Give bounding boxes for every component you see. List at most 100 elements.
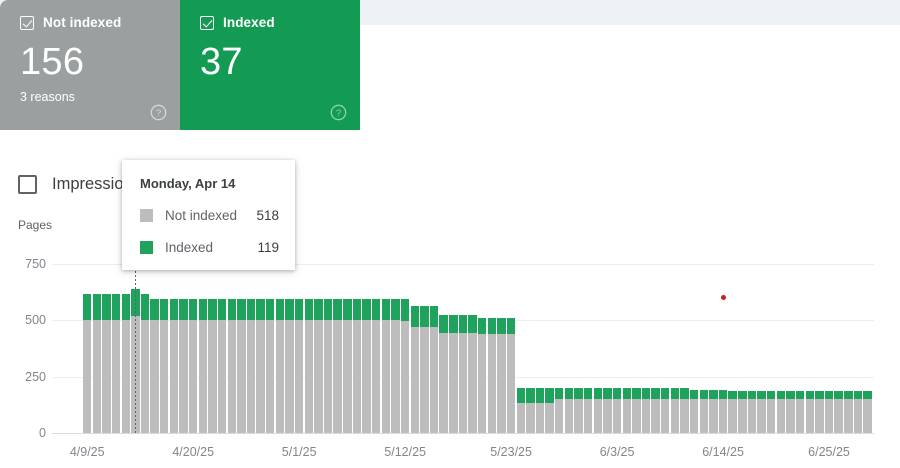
bar-segment-not-indexed[interactable]: [458, 332, 468, 433]
checkbox-checked-icon[interactable]: [20, 16, 34, 30]
bar-segment-not-indexed[interactable]: [526, 403, 535, 433]
bar-segment-not-indexed[interactable]: [815, 399, 824, 433]
bar-segment-indexed[interactable]: [767, 391, 776, 400]
bar-segment-indexed[interactable]: [718, 389, 728, 400]
bar-segment-not-indexed[interactable]: [439, 332, 448, 433]
bar-segment-not-indexed[interactable]: [246, 319, 256, 433]
bar-segment-indexed[interactable]: [92, 294, 102, 320]
bar-segment-not-indexed[interactable]: [188, 319, 198, 433]
bar-segment-indexed[interactable]: [179, 298, 188, 320]
bar-segment-not-indexed[interactable]: [314, 319, 323, 433]
bar-segment-not-indexed[interactable]: [612, 399, 622, 433]
bar-segment-not-indexed[interactable]: [757, 399, 766, 433]
bar-segment-not-indexed[interactable]: [767, 399, 776, 433]
bar-segment-not-indexed[interactable]: [728, 399, 737, 433]
bar-segment-indexed[interactable]: [824, 391, 834, 400]
bar-segment-indexed[interactable]: [564, 387, 574, 400]
bar-segment-indexed[interactable]: [555, 387, 564, 400]
bar-segment-indexed[interactable]: [372, 298, 381, 320]
bar-segment-not-indexed[interactable]: [131, 316, 140, 433]
bar-segment-indexed[interactable]: [757, 391, 766, 400]
bar-segment-indexed[interactable]: [333, 298, 342, 320]
bar-segment-indexed[interactable]: [227, 298, 236, 320]
bar-segment-not-indexed[interactable]: [323, 319, 333, 433]
bar-segment-not-indexed[interactable]: [217, 319, 227, 433]
bar-segment-not-indexed[interactable]: [333, 319, 342, 433]
bar-segment-not-indexed[interactable]: [111, 319, 121, 433]
bar-segment-not-indexed[interactable]: [304, 319, 313, 433]
bar-segment-not-indexed[interactable]: [622, 399, 631, 433]
bar-segment-not-indexed[interactable]: [824, 399, 834, 433]
bar-segment-not-indexed[interactable]: [169, 319, 179, 433]
bar-segment-indexed[interactable]: [661, 387, 670, 400]
bar-segment-indexed[interactable]: [352, 298, 362, 320]
bar-segment-not-indexed[interactable]: [420, 327, 429, 433]
bar-segment-not-indexed[interactable]: [805, 399, 814, 433]
bar-segment-indexed[interactable]: [439, 315, 448, 333]
bar-segment-not-indexed[interactable]: [478, 333, 487, 433]
bar-segment-not-indexed[interactable]: [844, 399, 853, 433]
bar-segment-indexed[interactable]: [651, 387, 660, 400]
bar-segment-not-indexed[interactable]: [574, 399, 583, 433]
bar-segment-indexed[interactable]: [217, 298, 227, 320]
bar-segment-indexed[interactable]: [680, 387, 689, 400]
bar-segment-indexed[interactable]: [140, 294, 150, 320]
bar-segment-not-indexed[interactable]: [689, 399, 699, 433]
bar-segment-not-indexed[interactable]: [208, 319, 217, 433]
bar-segment-indexed[interactable]: [458, 315, 468, 333]
bar-segment-not-indexed[interactable]: [564, 399, 574, 433]
bar-segment-not-indexed[interactable]: [853, 399, 863, 433]
bar-segment-indexed[interactable]: [391, 298, 400, 320]
bar-segment-indexed[interactable]: [738, 391, 747, 400]
tile-indexed[interactable]: Indexed 37 ?: [180, 0, 360, 130]
bar-segment-not-indexed[interactable]: [709, 399, 718, 433]
bar-segment-indexed[interactable]: [256, 298, 265, 320]
checkbox-checked-icon[interactable]: [200, 16, 214, 30]
bar-segment-indexed[interactable]: [603, 387, 612, 400]
bar-segment-not-indexed[interactable]: [506, 333, 516, 433]
bar-segment-indexed[interactable]: [699, 389, 708, 400]
bar-segment-not-indexed[interactable]: [776, 399, 786, 433]
bar-segment-indexed[interactable]: [294, 298, 304, 320]
bar-segment-not-indexed[interactable]: [661, 399, 670, 433]
bar-segment-indexed[interactable]: [709, 389, 718, 400]
bar-segment-not-indexed[interactable]: [362, 319, 371, 433]
tile-not-indexed[interactable]: Not indexed 156 3 reasons ?: [0, 0, 180, 130]
bar-segment-not-indexed[interactable]: [632, 399, 641, 433]
bar-segment-not-indexed[interactable]: [795, 399, 805, 433]
bar-segment-not-indexed[interactable]: [121, 319, 130, 433]
bar-segment-not-indexed[interactable]: [487, 333, 497, 433]
bar-segment-indexed[interactable]: [583, 387, 593, 400]
help-circle-icon[interactable]: ?: [150, 104, 167, 121]
checkbox-unchecked-icon[interactable]: [18, 174, 37, 194]
bar-segment-indexed[interactable]: [593, 387, 603, 400]
bar-segment-not-indexed[interactable]: [294, 319, 304, 433]
bar-segment-not-indexed[interactable]: [718, 399, 728, 433]
bar-segment-indexed[interactable]: [844, 391, 853, 400]
bar-segment-indexed[interactable]: [343, 298, 352, 320]
bar-segment-indexed[interactable]: [208, 298, 217, 320]
bar-segment-not-indexed[interactable]: [102, 319, 111, 433]
bar-segment-indexed[interactable]: [121, 294, 130, 320]
bar-segment-not-indexed[interactable]: [583, 399, 593, 433]
bar-segment-not-indexed[interactable]: [352, 319, 362, 433]
bar-segment-indexed[interactable]: [246, 298, 256, 320]
bar-segment-indexed[interactable]: [381, 298, 391, 320]
bar-segment-indexed[interactable]: [506, 317, 516, 334]
bar-segment-not-indexed[interactable]: [449, 332, 458, 433]
bar-segment-indexed[interactable]: [641, 387, 651, 400]
bar-segment-indexed[interactable]: [622, 387, 631, 400]
bar-segment-indexed[interactable]: [487, 317, 497, 334]
bar-segment-not-indexed[interactable]: [535, 403, 545, 433]
bar-segment-not-indexed[interactable]: [555, 399, 564, 433]
bar-segment-not-indexed[interactable]: [786, 399, 795, 433]
bar-segment-indexed[interactable]: [516, 388, 525, 404]
bar-segment-indexed[interactable]: [111, 294, 121, 320]
bar-segment-indexed[interactable]: [478, 317, 487, 334]
bar-segment-not-indexed[interactable]: [381, 319, 391, 433]
bar-segment-not-indexed[interactable]: [372, 319, 381, 433]
bar-segment-indexed[interactable]: [815, 391, 824, 400]
bar-segment-not-indexed[interactable]: [410, 327, 419, 433]
bar-segment-not-indexed[interactable]: [593, 399, 603, 433]
bar-segment-not-indexed[interactable]: [140, 319, 150, 433]
